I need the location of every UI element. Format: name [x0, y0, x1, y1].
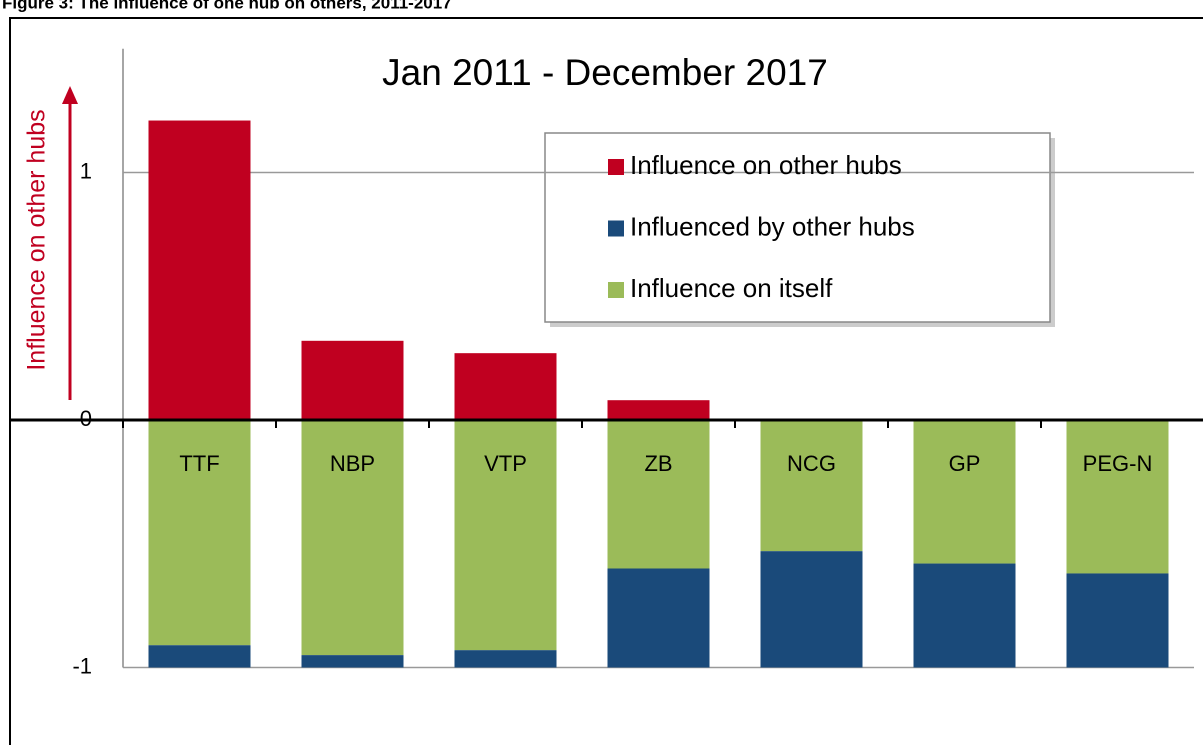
y-tick-label: 1: [80, 158, 92, 183]
bar: [454, 353, 557, 420]
x-tick-label: NBP: [330, 451, 375, 476]
chart-title: Jan 2011 - December 2017: [382, 52, 828, 93]
x-tick-label: ZB: [644, 451, 672, 476]
bar: [913, 420, 1016, 564]
frame: [9, 17, 1203, 745]
bar: [607, 400, 710, 420]
bar: [301, 340, 404, 420]
bar: [913, 563, 1016, 668]
legend-swatch: [608, 159, 624, 175]
x-tick-label: PEG-N: [1083, 451, 1153, 476]
axis-arrow-head: [62, 86, 78, 104]
x-tick-label: VTP: [484, 451, 527, 476]
bar: [454, 650, 557, 668]
bar: [454, 420, 557, 651]
legend-label: Influence on itself: [630, 273, 833, 303]
legend-label: Influenced by other hubs: [630, 211, 915, 241]
bar: [1066, 420, 1169, 574]
bar: [760, 551, 863, 668]
bar: [148, 645, 251, 668]
legend: [544, 132, 1051, 323]
bar: [301, 655, 404, 668]
bar: [148, 420, 251, 646]
legend-swatch: [608, 220, 624, 237]
y-axis-label: Influence on other hubs: [23, 109, 51, 370]
bar: [301, 420, 404, 656]
x-tick-label: GP: [949, 451, 981, 476]
y-tick-label: -1: [72, 653, 92, 678]
bar: [760, 420, 863, 552]
x-tick-label: NCG: [787, 451, 836, 476]
bar: [607, 568, 710, 668]
y-tick-label: 0: [80, 406, 92, 431]
legend-label: Influence on other hubs: [630, 150, 902, 180]
bar: [607, 420, 710, 569]
x-tick-label: TTF: [179, 451, 219, 476]
legend-swatch: [608, 282, 624, 298]
figure-caption: Figure 3: The influence of one hub on ot…: [2, 0, 452, 12]
bar: [1066, 573, 1169, 668]
bar: [148, 120, 251, 421]
